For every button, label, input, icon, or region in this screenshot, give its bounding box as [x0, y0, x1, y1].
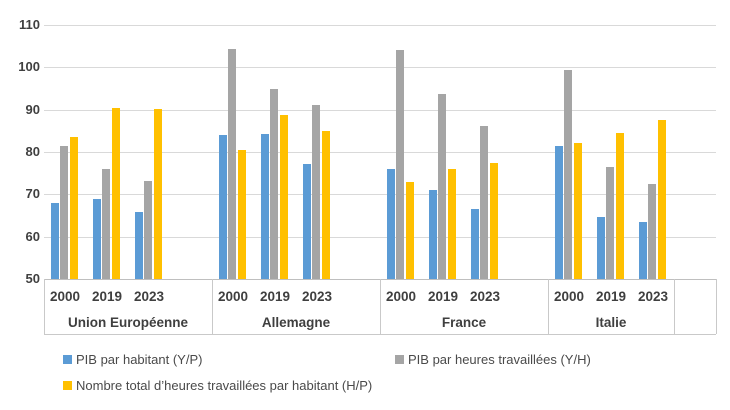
- bar-pib-par-heures-travaillees: [102, 168, 110, 279]
- bar-heures-travaillees-par-habitant: [69, 136, 78, 279]
- bar-pib-par-heures-travaillees: [270, 88, 278, 279]
- year-label: 2000: [217, 289, 249, 304]
- category-divider: [548, 279, 549, 334]
- bar-heures-travaillees-par-habitant: [237, 150, 246, 279]
- year-label: 2019: [427, 289, 459, 304]
- gridline: [44, 67, 716, 69]
- category-axis-bottom-border: [44, 334, 716, 335]
- bar-pib-par-heures-travaillees: [228, 49, 236, 279]
- bar-pib-par-habitant: [302, 163, 311, 279]
- group-label: Allemagne: [261, 315, 331, 330]
- bar-pib-par-heures-travaillees: [648, 183, 656, 279]
- bar-heures-travaillees-par-habitant: [279, 114, 288, 279]
- year-label: 2023: [469, 289, 501, 304]
- bar-pib-par-habitant: [386, 168, 395, 279]
- group-label: Union Européenne: [67, 315, 188, 330]
- legend-item: PIB par heures travaillées (Y/H): [395, 352, 591, 367]
- bar-pib-par-heures-travaillees: [606, 167, 614, 279]
- y-axis-tick-label: 70: [25, 186, 40, 202]
- bar-pib-par-heures-travaillees: [480, 126, 488, 279]
- gridline: [44, 236, 716, 238]
- legend-item: Nombre total d’heures travaillées par ha…: [63, 378, 372, 393]
- bar-heures-travaillees-par-habitant: [447, 168, 456, 279]
- legend-label: Nombre total d’heures travaillées par ha…: [76, 378, 373, 393]
- category-divider: [44, 279, 45, 334]
- group-label: France: [441, 315, 487, 330]
- year-label: 2023: [133, 289, 165, 304]
- bar-pib-par-habitant: [134, 212, 143, 279]
- year-label: 2023: [637, 289, 669, 304]
- bar-pib-par-habitant: [50, 202, 59, 279]
- bar-pib-par-habitant: [596, 217, 605, 279]
- bar-heures-travaillees-par-habitant: [405, 182, 414, 279]
- gridline: [44, 194, 716, 196]
- y-axis-tick-label: 80: [25, 144, 40, 159]
- year-label: 2023: [301, 289, 333, 304]
- category-divider: [380, 279, 381, 334]
- category-divider: [716, 279, 717, 334]
- bar-pib-par-habitant: [470, 209, 479, 279]
- bar-pib-par-habitant: [92, 198, 101, 279]
- bar-heures-travaillees-par-habitant: [573, 143, 582, 279]
- category-divider: [212, 279, 213, 334]
- gridline: [44, 25, 716, 26]
- bar-heures-travaillees-par-habitant: [489, 163, 498, 279]
- bar-pib-par-heures-travaillees: [312, 105, 320, 279]
- bar-heures-travaillees-par-habitant: [615, 132, 624, 279]
- legend-item: PIB par habitant (Y/P): [63, 352, 202, 367]
- y-axis-tick-label: 60: [25, 228, 40, 244]
- group-label: Italie: [595, 315, 627, 330]
- legend-swatch-pib-par-heures-travaillees: [395, 355, 404, 364]
- bar-pib-par-habitant: [554, 146, 563, 279]
- gridline: [44, 152, 716, 153]
- bar-pib-par-heures-travaillees: [144, 181, 152, 279]
- y-axis-tick-label: 100: [18, 59, 40, 75]
- bar-pib-par-habitant: [218, 135, 227, 279]
- gridline: [44, 109, 716, 111]
- year-label: 2019: [91, 289, 123, 304]
- y-axis-tick-label: 50: [25, 271, 40, 286]
- bar-heures-travaillees-par-habitant: [153, 109, 162, 279]
- category-divider: [674, 279, 675, 334]
- legend-swatch-pib-par-habitant: [63, 355, 72, 364]
- legend-swatch-heures-travaillees-par-habitant: [63, 381, 72, 390]
- bar-heures-travaillees-par-habitant: [111, 107, 120, 279]
- bar-heures-travaillees-par-habitant: [657, 119, 666, 279]
- y-axis-tick-label: 110: [19, 17, 40, 32]
- year-label: 2000: [553, 289, 585, 304]
- bar-pib-par-heures-travaillees: [396, 49, 404, 279]
- bar-pib-par-heures-travaillees: [438, 94, 446, 279]
- bar-heures-travaillees-par-habitant: [321, 131, 330, 279]
- bar-pib-par-heures-travaillees: [60, 146, 68, 279]
- bar-pib-par-habitant: [260, 133, 269, 279]
- year-label: 2019: [595, 289, 627, 304]
- year-label: 2019: [259, 289, 291, 304]
- bar-pib-par-heures-travaillees: [564, 69, 572, 279]
- y-axis-tick-label: 90: [25, 101, 40, 117]
- year-label: 2000: [385, 289, 417, 304]
- bar-pib-par-habitant: [428, 190, 437, 279]
- year-label: 2000: [49, 289, 81, 304]
- bar-pib-par-habitant: [638, 221, 647, 279]
- legend-label: PIB par heures travaillées (Y/H): [408, 352, 591, 367]
- legend-label: PIB par habitant (Y/P): [76, 352, 203, 367]
